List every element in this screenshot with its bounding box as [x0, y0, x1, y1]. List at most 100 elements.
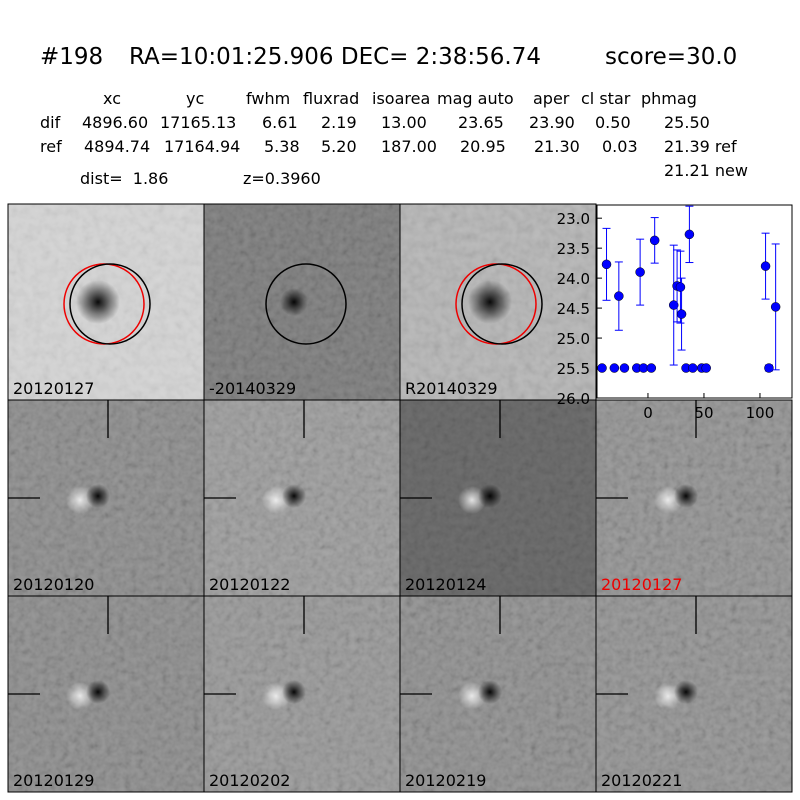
source-blob	[478, 484, 502, 508]
det-circle	[265, 263, 347, 345]
source-blob	[674, 680, 698, 704]
y-tick-label: 24.5	[557, 300, 590, 318]
stamp-label: 20120219	[405, 771, 486, 790]
new-mag: 21.21 new	[664, 161, 748, 180]
table-cell: 4894.74	[84, 137, 150, 156]
table-cell: 23.90	[529, 113, 575, 132]
column-header: aper	[533, 89, 570, 108]
distance: dist= 1.86	[80, 169, 168, 188]
table-cell: 4896.60	[82, 113, 148, 132]
source-blob	[282, 680, 306, 704]
stamp: 20120127	[595, 399, 793, 597]
table-cell: 17164.94	[164, 137, 240, 156]
x-tick-label: 100	[746, 404, 775, 422]
stamp-grid: 20120127 -20140329 R20140329 20120120 201201…	[7, 203, 793, 793]
row-label: dif	[40, 113, 61, 132]
stamp: 20120221	[595, 595, 793, 793]
det-circle	[461, 263, 543, 345]
column-header: cl star	[581, 89, 631, 108]
data-point	[684, 229, 695, 240]
table-cell: 187.00	[381, 137, 437, 156]
stamp-label: 20120127	[601, 575, 682, 594]
column-header: fluxrad	[303, 89, 359, 108]
table-cell: 0.03	[602, 137, 638, 156]
data-point	[649, 235, 660, 246]
data-point	[635, 267, 645, 277]
data-point	[646, 363, 657, 373]
stamp: 20120124	[399, 399, 597, 597]
data-point	[619, 363, 630, 373]
light-curve: 23.0 23.5 24.0 24.5 25.0 25.5 26.0 0 50 100	[557, 204, 793, 422]
stamp: 20120127	[7, 203, 205, 401]
source-blob	[478, 680, 502, 704]
table-cell: 21.30	[534, 137, 580, 156]
stamp: 20120129	[7, 595, 205, 793]
stamp-label: 20120124	[405, 575, 486, 594]
table-cell: 21.39 ref	[664, 137, 737, 156]
table-cell: 5.38	[264, 137, 300, 156]
data-point	[597, 363, 607, 373]
det-circle	[69, 263, 151, 345]
table-cell: 2.19	[321, 113, 357, 132]
stamp: -20140329	[203, 203, 401, 401]
data-point	[676, 309, 687, 319]
redshift: z=0.3960	[243, 169, 321, 188]
table-cell: 20.95	[460, 137, 506, 156]
data-point	[675, 282, 686, 292]
table-cell: 6.61	[262, 113, 298, 132]
stamp-label: 20120122	[209, 575, 290, 594]
column-header: isoarea	[372, 89, 430, 108]
object-id: #198	[40, 44, 103, 70]
source-blob	[76, 280, 120, 324]
table-cell: 5.20	[321, 137, 357, 156]
stamp: R20140329	[399, 203, 597, 401]
source-blob	[86, 680, 110, 704]
table-cell: 23.65	[458, 113, 504, 132]
stamp-frame	[595, 595, 793, 793]
source-blob	[674, 484, 698, 508]
stamp-label: R20140329	[405, 379, 498, 398]
table-cell: 25.50	[664, 113, 710, 132]
data-point	[764, 363, 774, 373]
data-point	[760, 261, 771, 271]
column-header: xc	[103, 89, 121, 108]
column-header: mag auto	[437, 89, 514, 108]
stamp: 20120122	[203, 399, 401, 597]
source-blob	[282, 484, 306, 508]
series	[597, 205, 781, 373]
stamp: 20120219	[399, 595, 597, 793]
column-header: fwhm	[246, 89, 290, 108]
x-tick-label: 50	[694, 404, 713, 422]
y-tick-label: 23.5	[557, 240, 590, 258]
source-blob	[280, 288, 308, 316]
stamp-label: 20120120	[13, 575, 94, 594]
column-header: yc	[186, 89, 204, 108]
table-cell: 0.50	[595, 113, 631, 132]
data-point	[701, 363, 711, 373]
column-header: phmag	[641, 89, 697, 108]
data-point	[601, 259, 612, 270]
data-point	[614, 291, 624, 301]
row-label: ref	[40, 137, 62, 156]
score: score=30.0	[605, 44, 737, 70]
y-tick-label: 25.0	[557, 330, 590, 348]
stamp-label: 20120221	[601, 771, 682, 790]
data-point	[668, 300, 679, 310]
measurement-table: xc yc fwhm fluxrad isoarea mag auto aper cl sta…	[40, 89, 737, 156]
stamp: 20120120	[7, 399, 205, 597]
stamp-label: -20140329	[209, 379, 296, 398]
y-tick-label: 25.5	[557, 360, 590, 378]
data-point	[688, 363, 698, 373]
source-blob	[468, 280, 512, 324]
coordinates: RA=10:01:25.906 DEC= 2:38:56.74	[129, 44, 541, 70]
stamp: 20120202	[203, 595, 401, 793]
table-cell: 17165.13	[160, 113, 236, 132]
stamp-label: 20120127	[13, 379, 94, 398]
table-cell: 13.00	[381, 113, 427, 132]
data-point	[609, 363, 620, 373]
y-tick-label: 23.0	[557, 210, 590, 228]
source-blob	[86, 484, 110, 508]
y-tick-label: 24.0	[557, 270, 590, 288]
